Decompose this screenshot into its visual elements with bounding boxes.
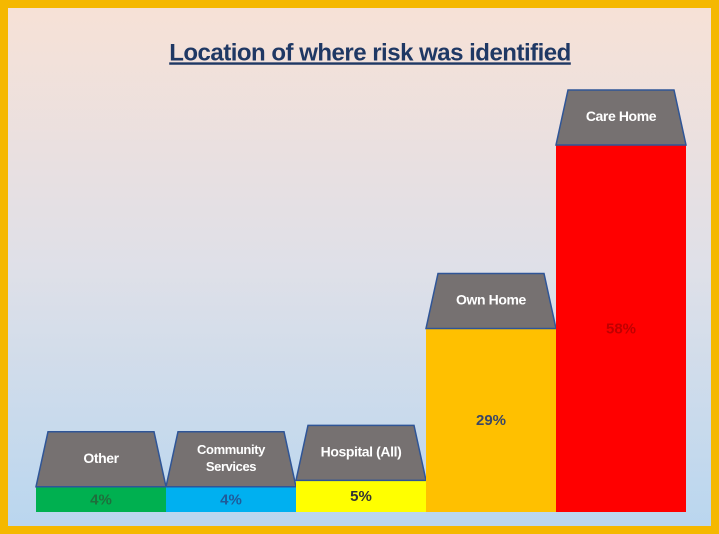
value-label: 58% [606,320,636,337]
category-cap [425,272,557,330]
category-label: Community Services [197,443,266,475]
category-label: Other [83,450,119,466]
category-cap [295,424,427,482]
chart-title: Location of where risk was identified [169,39,571,66]
value-label: 4% [220,491,242,508]
category-label: Own Home [456,292,527,308]
category-cap [35,430,167,488]
value-label: 5% [350,488,372,505]
category-label: Hospital (All) [321,444,402,460]
bar [426,328,556,512]
bar [36,486,166,512]
value-label: 4% [90,491,112,508]
category-cap [555,89,687,146]
bar [556,145,686,512]
category-label: Care Home [586,108,657,124]
category-cap [165,430,297,488]
value-label: 29% [476,412,506,429]
bar [296,480,426,512]
bar [166,486,296,512]
